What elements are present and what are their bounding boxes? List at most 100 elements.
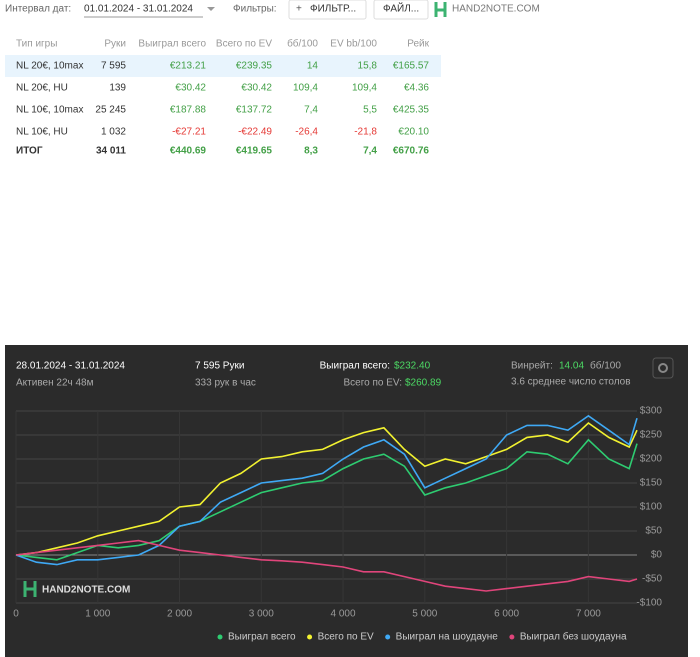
- x-tick-label: 5 000: [412, 609, 437, 620]
- table-cell: €187.88: [170, 105, 207, 116]
- table-cell: €670.76: [393, 146, 430, 157]
- table-cell: €30.42: [175, 83, 206, 94]
- y-tick-label: $150: [640, 478, 663, 489]
- x-tick-label: 1 000: [85, 609, 110, 620]
- table-cell: 139: [109, 83, 126, 94]
- y-tick-label: -$100: [636, 598, 662, 609]
- table-cell: €20.10: [398, 127, 429, 138]
- y-tick-label: $300: [640, 406, 663, 417]
- column-header: Рейк: [407, 39, 429, 50]
- x-tick-label: 7 000: [576, 609, 601, 620]
- table-cell: -€22.49: [238, 127, 272, 138]
- file-button[interactable]: [373, 0, 429, 20]
- ev-label: Всего по EV:: [343, 378, 402, 389]
- legend-label: Выиграл на шоудауне: [396, 632, 499, 643]
- settings-button[interactable]: [652, 357, 674, 379]
- panel-hph: 333 рук в час: [195, 378, 256, 389]
- logo-icon: [434, 2, 447, 17]
- table-cell: €30.42: [241, 83, 272, 94]
- series-line: [15, 539, 638, 592]
- legend-dot: [217, 634, 223, 640]
- x-tick-label: 4 000: [331, 609, 356, 620]
- column-header: EV bb/100: [330, 39, 377, 50]
- table-cell: 109,4: [352, 83, 377, 94]
- legend-dot: [307, 634, 313, 640]
- legend-label: Всего по EV: [318, 632, 374, 643]
- table-cell: €137.72: [236, 105, 273, 116]
- table-cell: -21,8: [354, 127, 377, 138]
- filter-button-text[interactable]: ФИЛЬТР...: [310, 4, 356, 15]
- column-header: Выиграл всего: [138, 39, 206, 50]
- table-cell: 34 011: [96, 146, 126, 157]
- column-header: Всего по EV: [216, 39, 272, 50]
- file-button-text[interactable]: ФАЙЛ...: [383, 2, 419, 15]
- table-cell: NL 20€, 10max: [16, 61, 83, 72]
- logo: HAND2NOTE.COM: [452, 4, 540, 15]
- dropdown-arrow[interactable]: [207, 7, 215, 11]
- table-cell: -26,4: [295, 127, 318, 138]
- plus-icon: +: [296, 4, 302, 15]
- y-tick-label: -$50: [642, 574, 662, 585]
- winrate-value: 14.04: [559, 361, 584, 372]
- watermark: HAND2NOTE.COM: [42, 585, 130, 596]
- table-cell: €213.21: [170, 61, 207, 72]
- table-cell: 109,4: [293, 83, 318, 94]
- legend-dot: [385, 634, 391, 640]
- date-range[interactable]: 01.01.2024 - 31.01.2024: [84, 4, 193, 15]
- winrate-label: Винрейт:: [511, 361, 553, 372]
- won-label: Выиграл всего:: [320, 361, 390, 372]
- series-line: [15, 421, 638, 556]
- table-cell: 7,4: [363, 146, 377, 157]
- table-cell: 1 032: [101, 127, 126, 138]
- table-cell: 7 595: [101, 61, 126, 72]
- ev-value: $260.89: [405, 378, 442, 389]
- series-line: [15, 438, 638, 561]
- table-cell: 14: [307, 61, 319, 72]
- table-cell: -€27.21: [172, 127, 206, 138]
- date-label: Интервал дат:: [5, 4, 71, 15]
- tables: 3.6 среднее число столов: [511, 377, 631, 388]
- x-tick-label: 3 000: [249, 609, 274, 620]
- table-cell: €440.69: [170, 146, 207, 157]
- x-tick-label: 2 000: [167, 609, 192, 620]
- table-cell: NL 10€, HU: [16, 127, 68, 138]
- x-tick-label: 6 000: [494, 609, 519, 620]
- x-tick-label: 0: [13, 609, 19, 620]
- chart-panel: [5, 345, 688, 657]
- panel-hands: 7 595 Руки: [195, 361, 244, 372]
- won-value: $232.40: [394, 361, 431, 372]
- winrate-unit: бб/100: [590, 360, 621, 372]
- table-bg: [5, 33, 441, 163]
- series-line: [15, 414, 638, 566]
- legend-label: Выиграл без шоудауна: [520, 631, 627, 643]
- filter-button[interactable]: [288, 0, 367, 20]
- table-cell: €419.65: [236, 146, 273, 157]
- column-header: Руки: [104, 39, 126, 50]
- table-cell: €425.35: [393, 105, 430, 116]
- table-cell: €165.57: [393, 61, 430, 72]
- y-tick-label: $0: [651, 550, 663, 561]
- y-tick-label: $250: [640, 430, 663, 441]
- watermark-icon: [23, 581, 37, 597]
- table-cell: 15,8: [358, 61, 378, 72]
- y-tick-label: $50: [645, 526, 662, 537]
- y-tick-label: $200: [640, 454, 663, 465]
- table-cell: NL 20€, HU: [16, 83, 68, 94]
- table-cell: €4.36: [404, 83, 429, 94]
- legend-label: Выиграл всего: [228, 632, 296, 643]
- gear-icon: [658, 363, 668, 373]
- table-cell: €239.35: [236, 61, 273, 72]
- table-cell: NL 10€, 10max: [16, 105, 83, 116]
- panel-active: Активен 22ч 48м: [16, 378, 94, 389]
- column-header: Тип игры: [16, 39, 57, 50]
- table-cell: 5,5: [363, 105, 377, 116]
- table-cell: 25 245: [95, 105, 126, 116]
- table-cell: 8,3: [304, 146, 318, 157]
- panel-date: 28.01.2024 - 31.01.2024: [16, 361, 125, 372]
- table-cell: ИТОГ: [16, 146, 43, 157]
- table-cell: 7,4: [304, 105, 318, 116]
- legend-dot: [509, 634, 515, 640]
- column-header: бб/100: [287, 38, 318, 50]
- y-tick-label: $100: [640, 502, 663, 513]
